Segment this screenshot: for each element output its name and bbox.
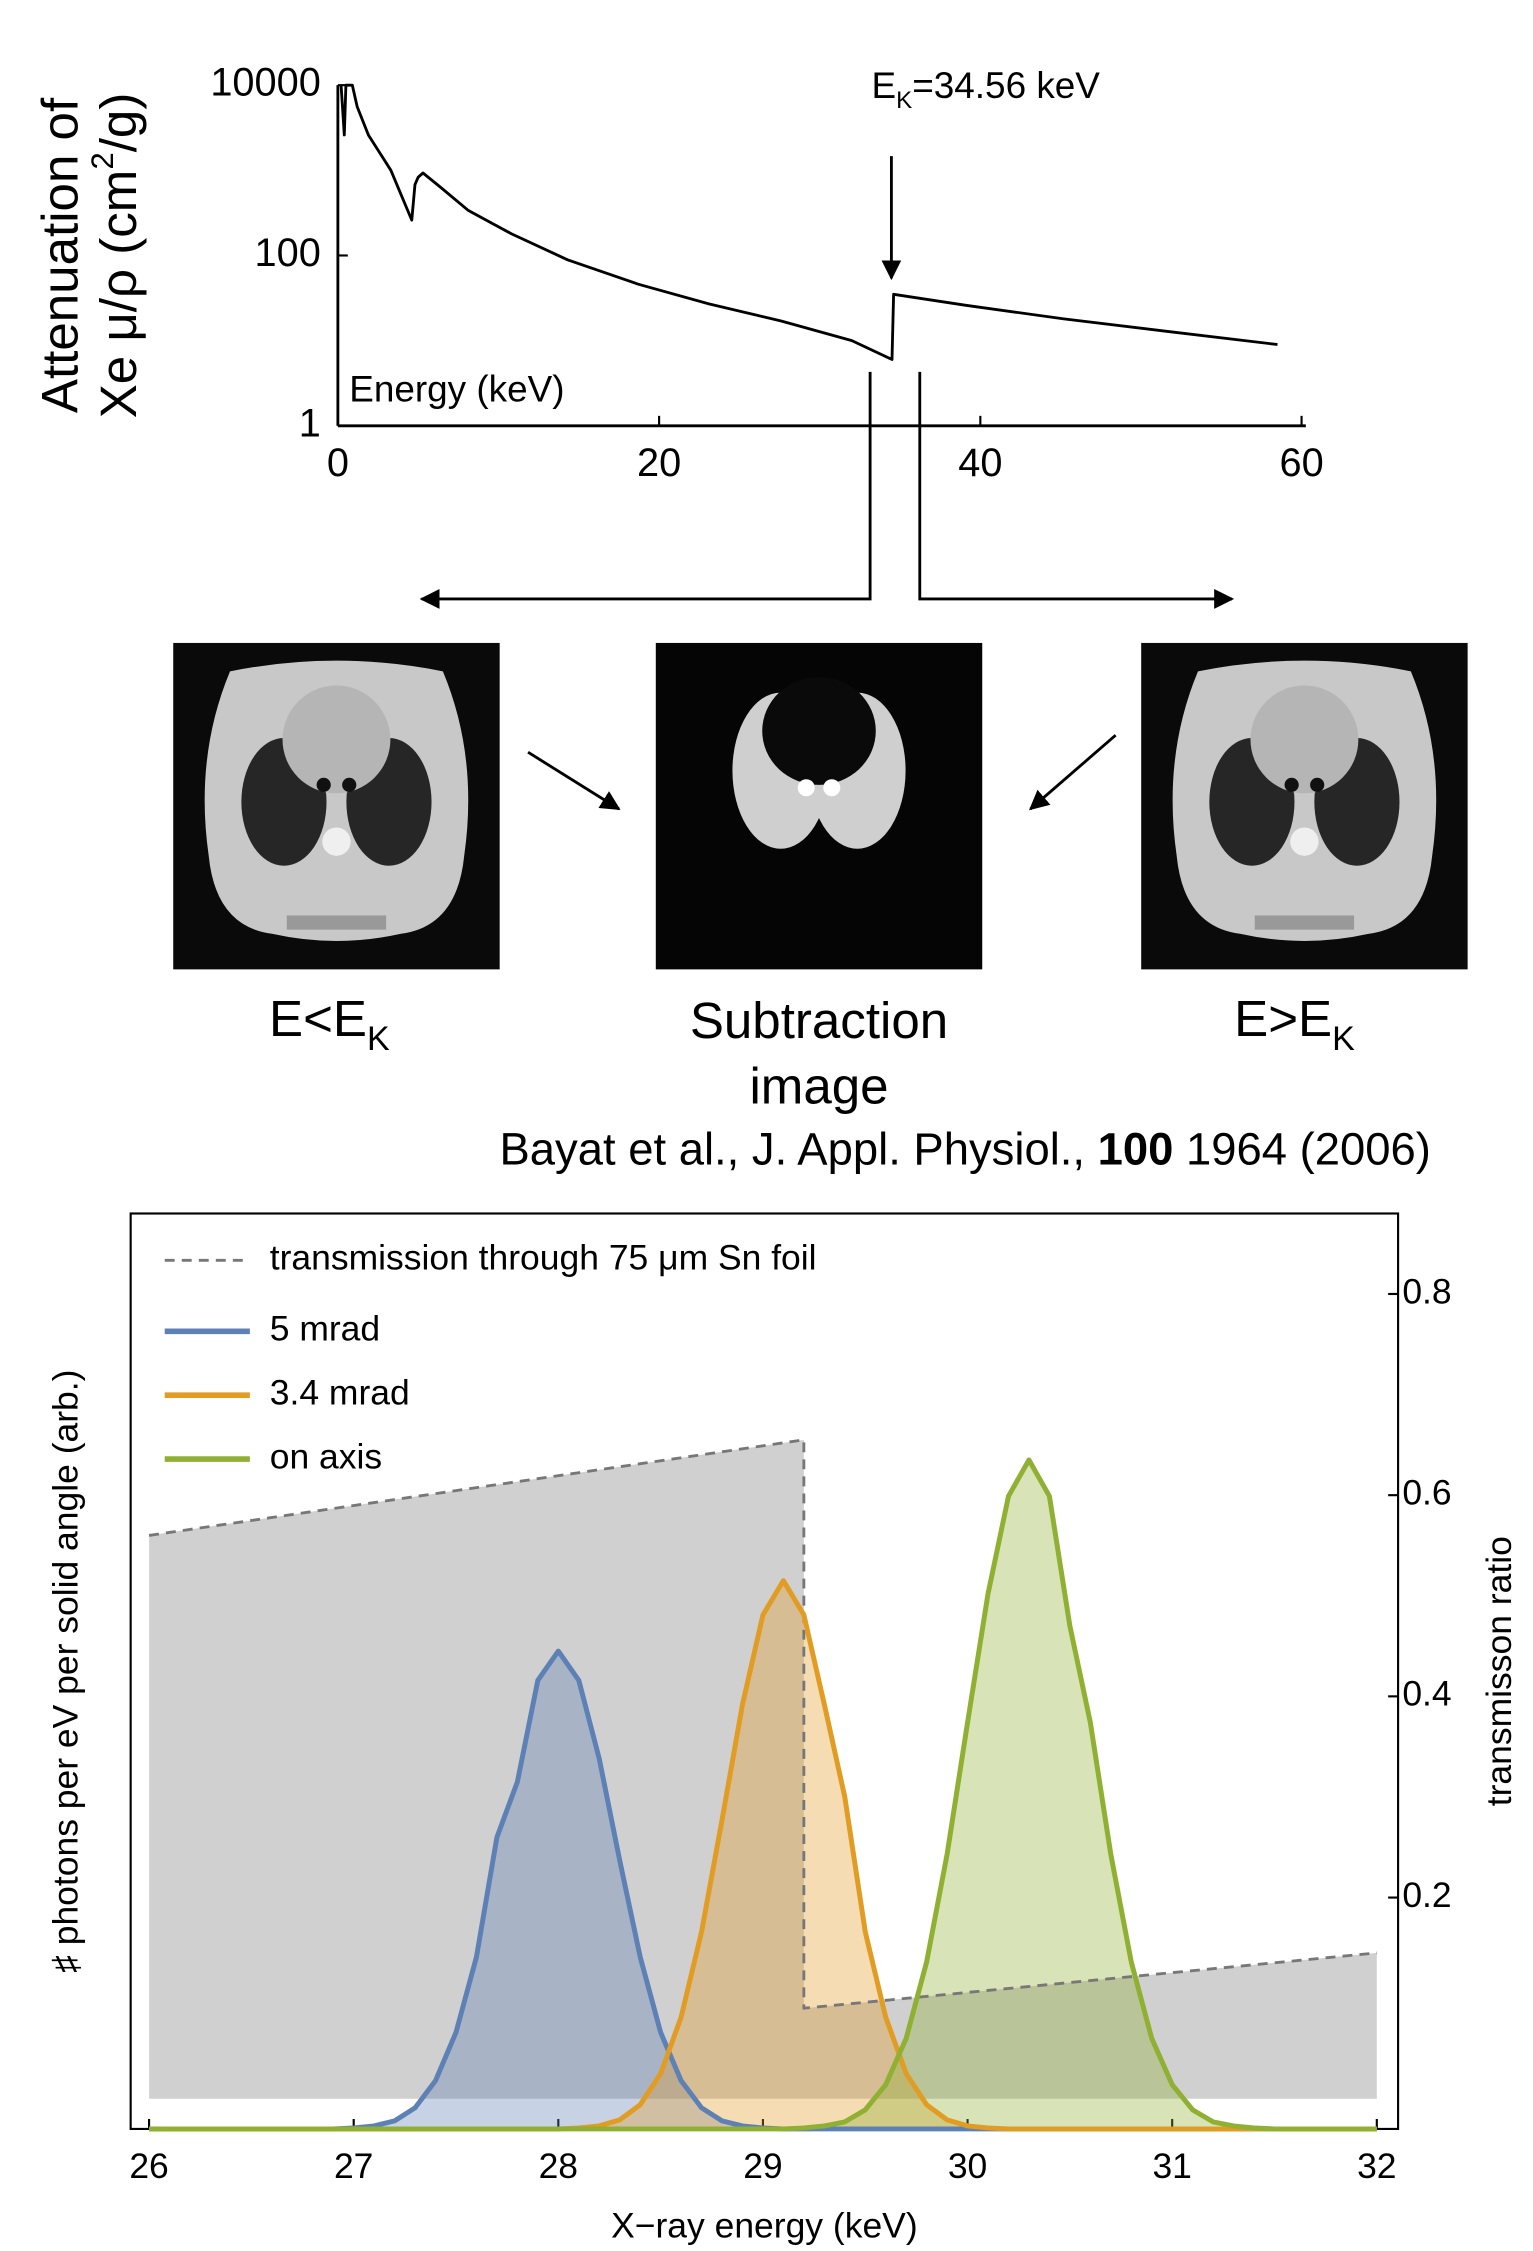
x-tick-label: 40 (958, 441, 1002, 485)
x-tick-label: 27 (334, 2146, 373, 2186)
subtraction-image (656, 643, 982, 969)
x-tick-label: 28 (539, 2146, 578, 2186)
y-axis-title-part: Xe μ/ρ (cm (90, 170, 147, 419)
y-axis-title-sup: 2 (85, 152, 120, 169)
figure: Attenuation of Xe μ/ρ (cm2/g) Energy (ke… (0, 0, 1533, 2251)
connector-arrow (920, 372, 1232, 599)
x-tick-label: 32 (1357, 2146, 1396, 2186)
y-axis-title-part: /g) (90, 93, 147, 153)
panel-label: E<EK (269, 989, 390, 1058)
legend-label: 3.4 mrad (270, 1373, 410, 1413)
annotation: EK=34.56 keV (872, 65, 1101, 114)
panel-label: Subtraction (690, 992, 948, 1049)
ct-image (1141, 643, 1467, 969)
citation: Bayat et al., J. Appl. Physiol., 100 196… (499, 1123, 1430, 1174)
annotation-sub: K (896, 87, 912, 114)
annotation-part: =34.56 keV (912, 65, 1100, 106)
panel-label: image (749, 1058, 888, 1115)
y-tick-label: 100 (255, 231, 321, 275)
x-tick-label: 60 (1279, 441, 1323, 485)
panel-label-part: E>E (1234, 989, 1332, 1046)
citation-part: Bayat et al., J. Appl. Physiol., (499, 1123, 1097, 1174)
y-axis-title: ♯ photons per eV per solid angle (arb.) (46, 1370, 86, 1973)
x-tick-label: 20 (637, 441, 681, 485)
diagonal-arrow (528, 752, 619, 809)
x-tick-label: 26 (129, 2146, 168, 2186)
citation-volume: 100 (1098, 1123, 1174, 1174)
panel-label-sub: K (367, 1020, 390, 1058)
x-tick-label: 0 (327, 441, 349, 485)
legend-label: 5 mrad (270, 1309, 380, 1349)
x-tick-label: 31 (1152, 2146, 1191, 2186)
diagonal-arrow (1030, 735, 1115, 809)
legend-label: transmission through 75 μm Sn foil (270, 1238, 817, 1278)
line (341, 85, 1277, 359)
y-tick-label: 1 (299, 401, 321, 445)
y2-axis-title: transmisson ratio (1479, 1536, 1519, 1806)
y-axis-title: Attenuation of (31, 97, 88, 413)
y2-tick-label: 0.4 (1402, 1674, 1451, 1714)
citation-part: 1964 (2006) (1173, 1123, 1431, 1174)
legend-label: on axis (270, 1436, 382, 1476)
x-axis-title: Energy (keV) (349, 368, 564, 409)
y2-tick-label: 0.8 (1402, 1271, 1451, 1311)
y-axis-title: Xe μ/ρ (cm2/g) (85, 93, 147, 419)
y2-tick-label: 0.6 (1402, 1473, 1451, 1513)
x-tick-label: 30 (948, 2146, 987, 2186)
annotation-part: E (872, 65, 897, 106)
y-tick-label: 10000 (210, 61, 321, 105)
y2-tick-label: 0.2 (1402, 1875, 1451, 1915)
x-tick-label: 29 (743, 2146, 782, 2186)
x-axis-title: X−ray energy (keV) (611, 2206, 918, 2246)
panel-label-sub: K (1332, 1020, 1355, 1058)
ct-image (173, 643, 499, 969)
panel-label-part: E<E (269, 989, 367, 1046)
panel-label: E>EK (1234, 989, 1355, 1058)
